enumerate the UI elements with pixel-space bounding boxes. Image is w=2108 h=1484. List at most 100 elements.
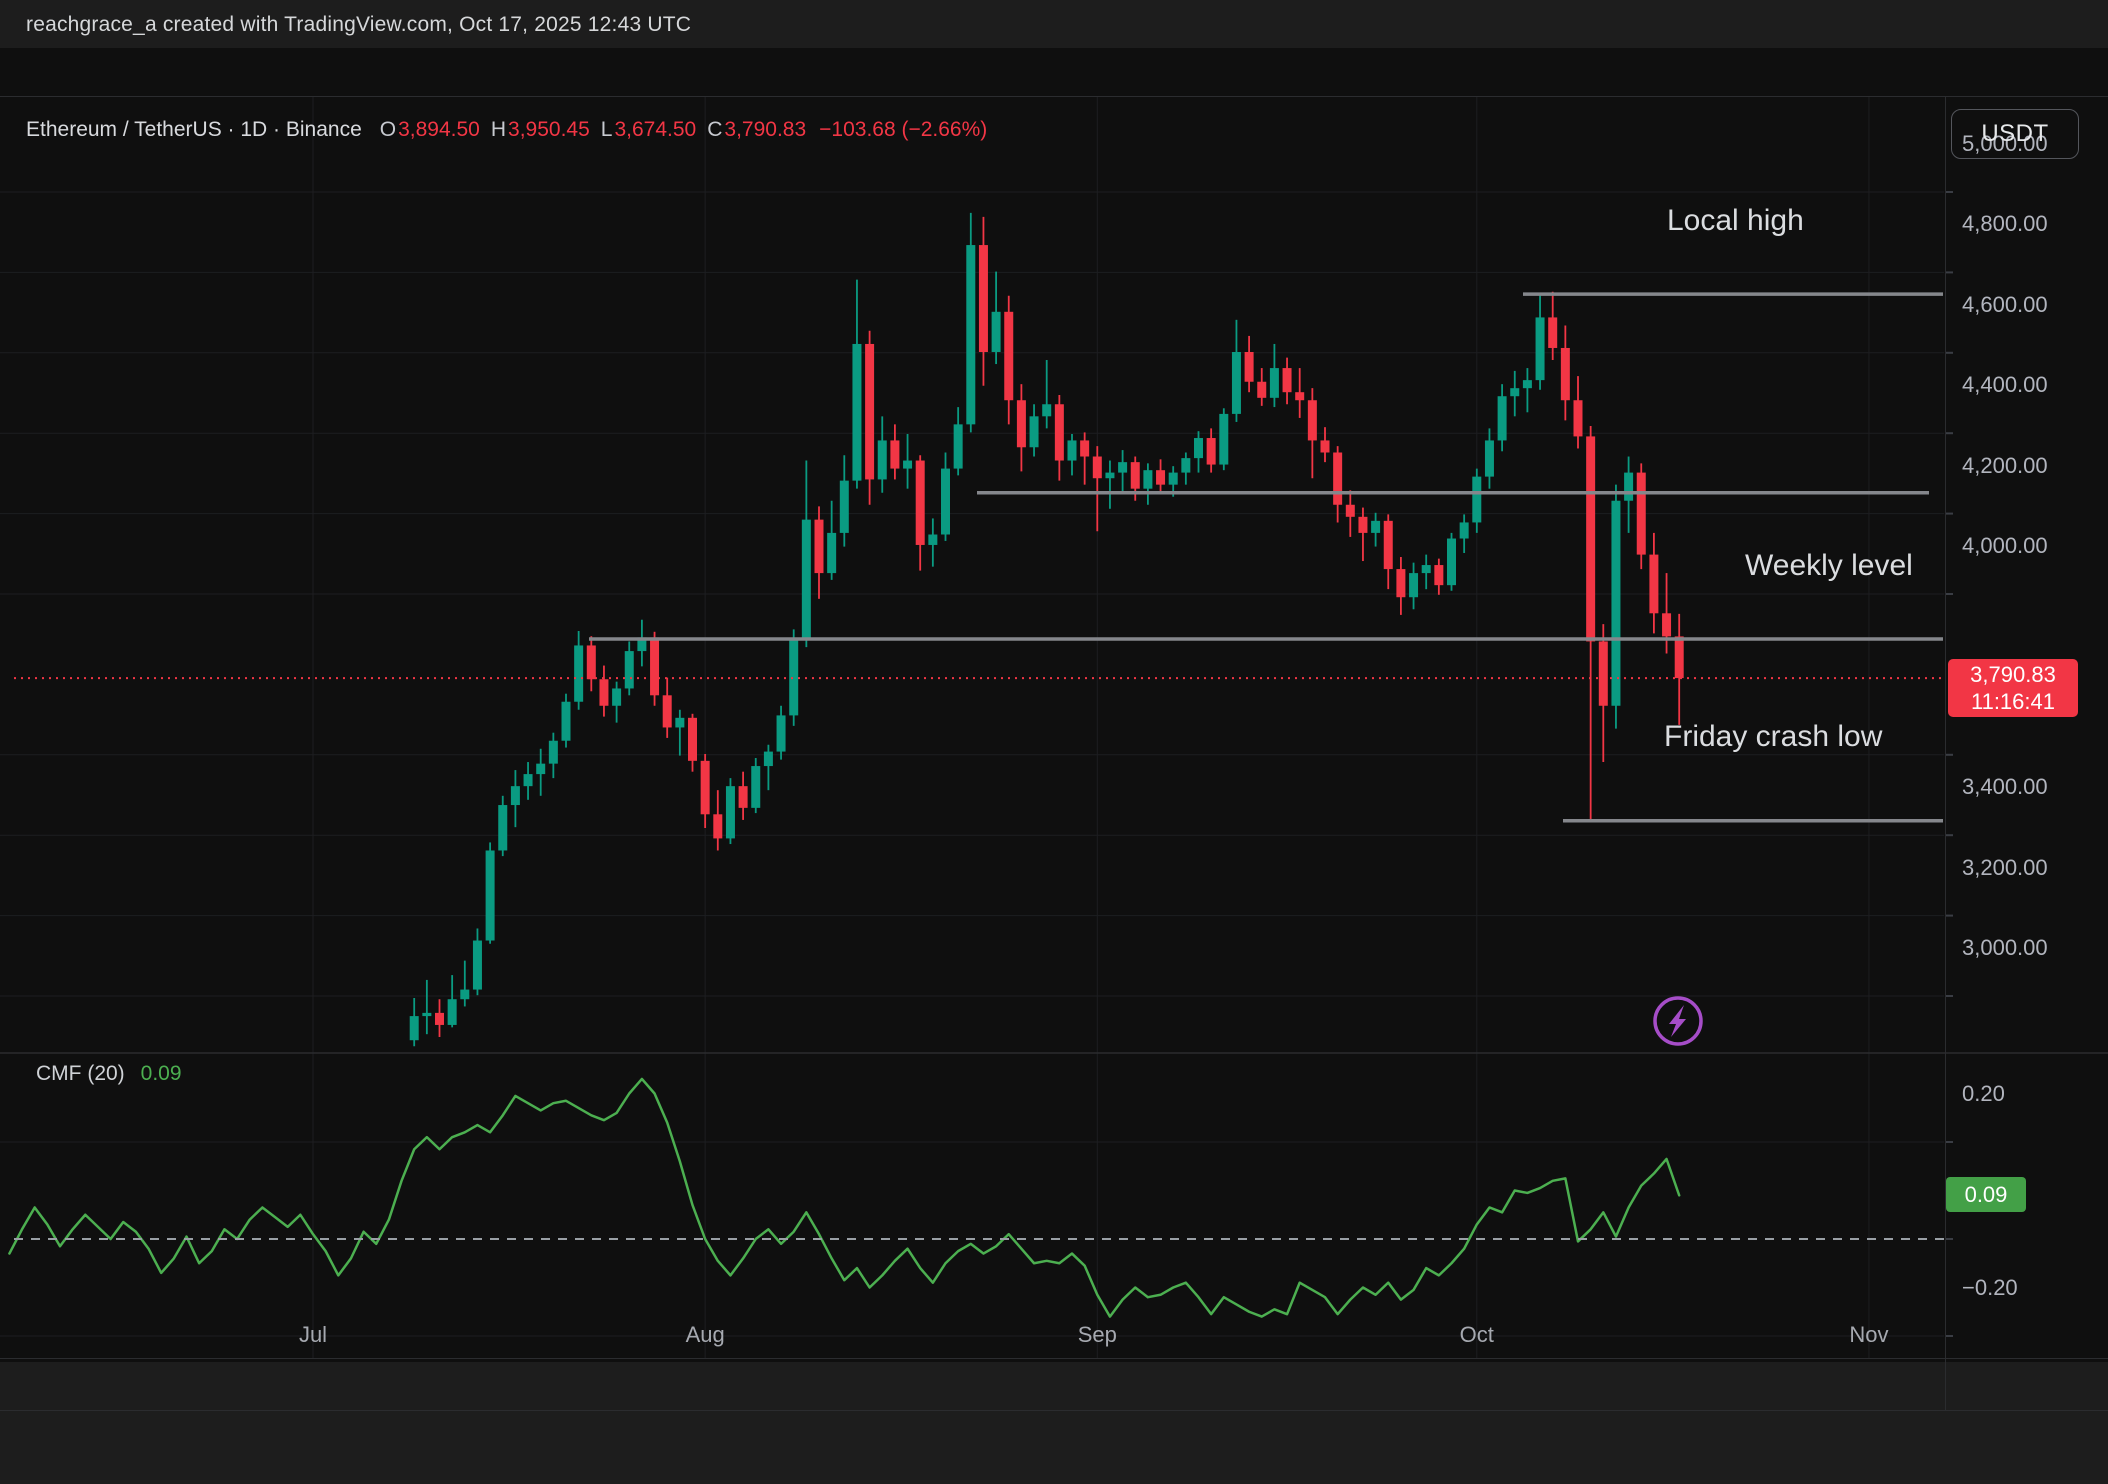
candle-body [1257, 381, 1267, 398]
candle-body [1624, 472, 1634, 501]
candle-body [637, 637, 647, 652]
candle-body [700, 760, 710, 815]
candle-body [1560, 347, 1570, 401]
candle-body [574, 645, 584, 702]
candle-body [1662, 613, 1672, 637]
candle-body [1484, 440, 1494, 477]
time-axis-border [0, 1358, 2108, 1359]
candle-body [1497, 396, 1507, 441]
candle-body [650, 637, 660, 696]
candle-body [991, 311, 1001, 352]
time-axis-label-sep[interactable]: Sep [1077, 1322, 1117, 1347]
low-label: L [600, 118, 613, 141]
annotation-local-high[interactable]: Local high [1667, 204, 1804, 237]
candle-body [624, 651, 634, 689]
candle-body [561, 701, 571, 741]
candle-body [1295, 392, 1305, 401]
candle-body [1118, 462, 1128, 473]
candle-body [1548, 317, 1558, 348]
price-axis-label[interactable]: 3,000.00 [1962, 935, 2048, 960]
candle-body [953, 424, 963, 469]
close-label: C [707, 118, 723, 141]
candle-body [447, 999, 457, 1025]
candle-body [1649, 554, 1659, 614]
cmf-axis-label[interactable]: −0.20 [1962, 1275, 2018, 1300]
time-axis-label-nov[interactable]: Nov [1849, 1322, 1889, 1347]
annotation-weekly-level[interactable]: Weekly level [1745, 549, 1913, 582]
indicator-legend[interactable]: CMF (20) 0.09 [36, 1062, 182, 1086]
annotation-friday-crash-low[interactable]: Friday crash low [1664, 720, 1883, 753]
attribution-bar: reachgrace_a created with TradingView.co… [0, 0, 2108, 48]
candle-body [1472, 476, 1482, 523]
candle-body [1396, 569, 1406, 598]
candle-body [1244, 351, 1254, 382]
candle-body [662, 695, 672, 728]
currency-toggle-button[interactable]: USDT [1951, 109, 2079, 159]
symbol-legend[interactable]: Ethereum / TetherUS · 1D · Binance O3,894… [26, 118, 987, 144]
chart-widget: Ethereum / TetherUS · 1D · Binance O3,894… [0, 48, 2108, 1411]
candle-body [1358, 516, 1368, 533]
candle-body [827, 532, 837, 574]
chart-canvas[interactable] [0, 48, 2108, 1484]
candle-body [1004, 311, 1014, 401]
candle-body [1130, 462, 1140, 489]
candle-body [586, 645, 596, 680]
candle-body [536, 763, 546, 775]
candle-body [839, 480, 849, 533]
candle-body [688, 717, 697, 761]
candle-body [472, 940, 482, 990]
candle-body [966, 245, 976, 425]
candle-body [1054, 404, 1064, 461]
high-value: 3,950.45 [508, 118, 590, 141]
lightning-boost-icon[interactable] [1650, 993, 1706, 1049]
candle-body [903, 460, 913, 469]
price-axis-label[interactable]: 3,400.00 [1962, 774, 2048, 800]
symbol-title[interactable]: Ethereum / TetherUS · 1D · Binance [26, 118, 362, 141]
candle-body [1586, 436, 1596, 642]
candle-body [928, 534, 938, 545]
branding-bar: TradingView [0, 1362, 2108, 1484]
candle-body [1434, 565, 1444, 586]
candle-body [1421, 565, 1431, 574]
candle-body [1510, 388, 1520, 397]
bar-countdown-timer: 11:16:41 [1970, 689, 2055, 714]
open-label: O [379, 118, 397, 141]
price-axis-label[interactable]: 4,000.00 [1962, 533, 2048, 558]
candle-body [814, 519, 824, 574]
last-price-badge[interactable]: 3,790.83 11:16:41 [1948, 659, 2078, 717]
candle-body [523, 774, 533, 787]
candle-body [1080, 440, 1090, 457]
candle-body [978, 245, 988, 352]
candle-body [409, 1016, 419, 1041]
low-value: 3,674.50 [614, 118, 697, 141]
price-axis-label[interactable]: 4,600.00 [1962, 291, 2048, 317]
cmf-line [8, 1077, 1681, 1318]
candle-body [852, 343, 862, 481]
candle-body [1143, 470, 1153, 489]
candle-body [1535, 317, 1545, 381]
time-axis-label-jul[interactable]: Jul [298, 1322, 328, 1347]
candle-body [548, 740, 558, 764]
time-axis-label-aug[interactable]: Aug [685, 1322, 725, 1347]
attribution-text: reachgrace_a created with TradingView.co… [26, 13, 692, 36]
price-axis-label[interactable]: 4,200.00 [1962, 452, 2048, 478]
candle-body [725, 786, 735, 839]
candle-body [1282, 368, 1292, 393]
candle-body [1067, 440, 1077, 461]
time-axis-label-oct[interactable]: Oct [1459, 1322, 1494, 1347]
candle-body [1269, 368, 1279, 398]
cmf-axis-label[interactable]: 0.20 [1962, 1081, 2005, 1106]
indicator-name[interactable]: CMF (20) [36, 1062, 125, 1085]
candle-body [1016, 400, 1026, 448]
price-axis-label[interactable]: 4,400.00 [1962, 372, 2048, 398]
candle-body [498, 805, 508, 851]
candle-body [1206, 438, 1216, 465]
candle-body [435, 1012, 444, 1025]
candle-body [1674, 636, 1684, 679]
candle-body [1573, 400, 1583, 437]
price-axis-label[interactable]: 5,000.00 [1962, 131, 2048, 156]
price-axis-label[interactable]: 3,200.00 [1962, 854, 2048, 880]
candle-body [485, 850, 495, 941]
price-axis-label[interactable]: 4,800.00 [1962, 211, 2048, 237]
